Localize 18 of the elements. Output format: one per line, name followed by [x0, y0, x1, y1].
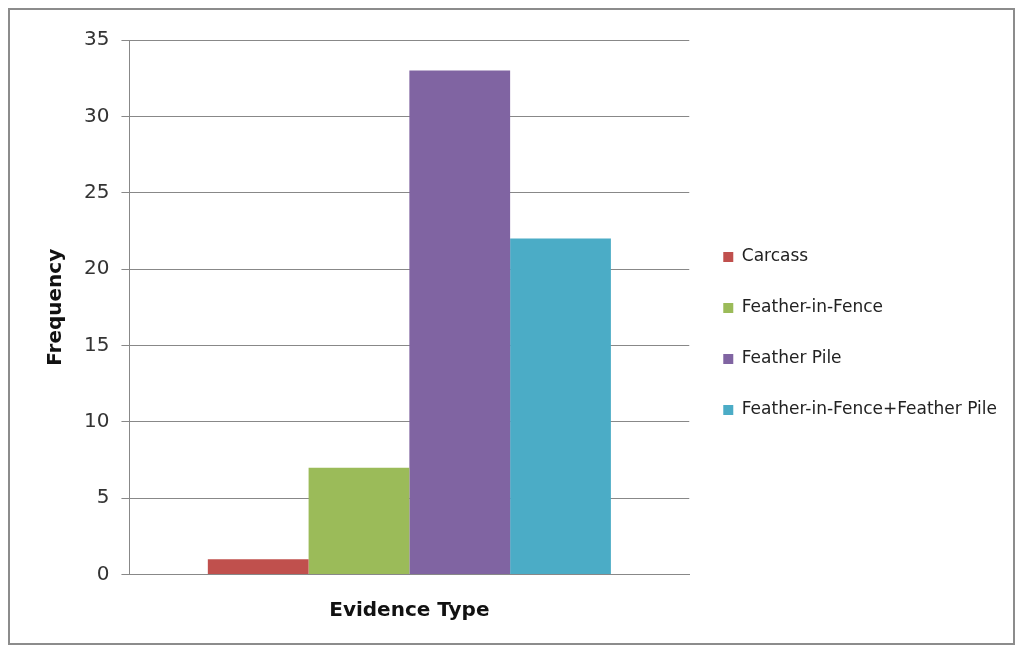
legend-label: Feather Pile	[741, 347, 842, 368]
y-tick-label: 10	[84, 408, 110, 433]
y-axis-title: Frequency	[42, 248, 67, 366]
y-tick-label: 20	[84, 255, 110, 280]
x-axis-title: Evidence Type	[329, 597, 490, 622]
y-tick-label: 5	[96, 484, 110, 509]
legend-label: Carcass	[741, 245, 809, 266]
bar	[207, 559, 309, 575]
bar	[510, 238, 611, 575]
y-tick-label: 35	[84, 26, 110, 51]
y-tick-label: 0	[96, 560, 110, 585]
y-tick-label: 30	[84, 102, 110, 127]
bar	[308, 467, 410, 575]
legend-label: Feather-in-Fence	[741, 296, 883, 317]
y-tick-label: 15	[84, 331, 110, 356]
legend-label: Feather-in-Fence+Feather Pile	[741, 398, 998, 419]
y-tick-label: 25	[84, 178, 110, 203]
bar	[409, 70, 511, 575]
